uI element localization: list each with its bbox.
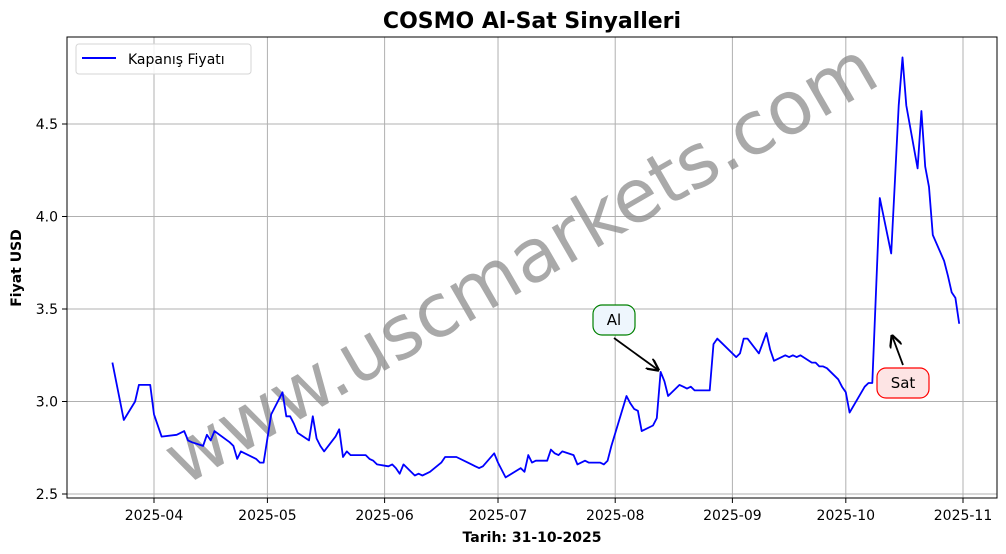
legend: Kapanış Fiyatı	[75, 43, 252, 75]
sell-signal-label: Sat	[891, 374, 916, 392]
x-tick-label: 2025-09	[703, 508, 762, 524]
y-axis-ticks: 2.5 3.0 3.5 4.0 4.5	[36, 117, 67, 503]
buy-signal-box	[592, 304, 636, 336]
y-tick-label: 4.5	[36, 117, 58, 133]
sell-signal-box	[876, 367, 930, 399]
y-tick-label: 3.0	[36, 395, 58, 411]
x-axis-ticks: 2025-04 2025-05 2025-06 2025-07 2025-08 2025-…	[125, 498, 993, 524]
x-axis-label: Tarih: 31-10-2025	[463, 530, 602, 546]
x-tick-label: 2025-10	[817, 508, 876, 524]
price-line	[111, 56, 961, 479]
buy-signal-label: Al	[607, 311, 621, 329]
y-tick-label: 2.5	[36, 487, 58, 503]
watermark-text: www.uscmarkets.com	[149, 24, 891, 502]
signal-annotations: Al Sat	[592, 304, 930, 399]
chart-title: COSMO Al-Sat Sinyalleri	[383, 9, 681, 34]
y-tick-label: 3.5	[36, 302, 58, 318]
x-tick-label: 2025-04	[125, 508, 184, 524]
grid-lines	[67, 37, 997, 498]
sell-signal-arrow-icon	[892, 336, 904, 366]
x-tick-label: 2025-08	[586, 508, 645, 524]
x-tick-label: 2025-06	[355, 508, 414, 524]
x-tick-label: 2025-11	[934, 508, 993, 524]
y-tick-label: 4.0	[36, 210, 58, 226]
legend-item-label: Kapanış Fiyatı	[128, 52, 225, 68]
legend-box	[75, 43, 252, 75]
price-series	[111, 56, 961, 479]
buy-signal-arrow-icon	[613, 337, 658, 370]
y-axis-label: Fiyat USD	[9, 229, 25, 307]
x-tick-label: 2025-07	[469, 508, 528, 524]
x-tick-label: 2025-05	[238, 508, 297, 524]
plot-frame	[66, 36, 998, 499]
watermark: www.uscmarkets.com	[149, 24, 891, 502]
